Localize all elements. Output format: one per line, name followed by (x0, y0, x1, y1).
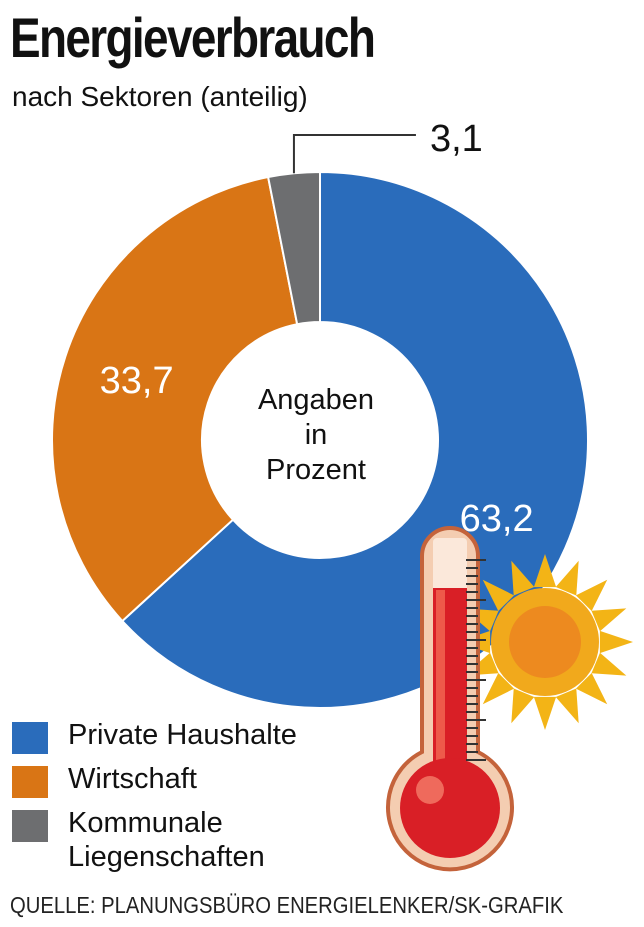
chart-subtitle: nach Sektoren (anteilig) (12, 81, 308, 112)
slice-label-wirtschaft: 33,7 (100, 360, 174, 402)
center-label-line: Angaben (258, 384, 374, 416)
slice-kommunale-liegenschaften (266, 170, 321, 326)
thermometer-icon (386, 526, 514, 872)
slice-label-kommunale-liegenschaften: 3,1 (430, 118, 483, 160)
leader-line (292, 134, 416, 174)
source-note: QUELLE: PLANUNGSBÜRO ENERGIELENKER/SK-GR… (10, 892, 564, 918)
slice-label-private-haushalte: 63,2 (460, 498, 534, 540)
center-label-line: Prozent (266, 454, 366, 486)
slice-wirtschaft (51, 175, 299, 623)
legend-swatch (12, 766, 48, 798)
legend-label: Wirtschaft (68, 763, 197, 795)
legend-label: Private Haushalte (68, 719, 297, 751)
sun-icon (457, 554, 633, 730)
legend-label: Kommunale Liegenschaften (68, 807, 265, 873)
center-label-line: in (305, 419, 328, 451)
legend-swatch (12, 722, 48, 754)
slice-labels: 63,2 33,7 3,1 (100, 118, 534, 540)
chart-title: Energieverbrauch (10, 6, 376, 69)
legend-swatch (12, 810, 48, 842)
